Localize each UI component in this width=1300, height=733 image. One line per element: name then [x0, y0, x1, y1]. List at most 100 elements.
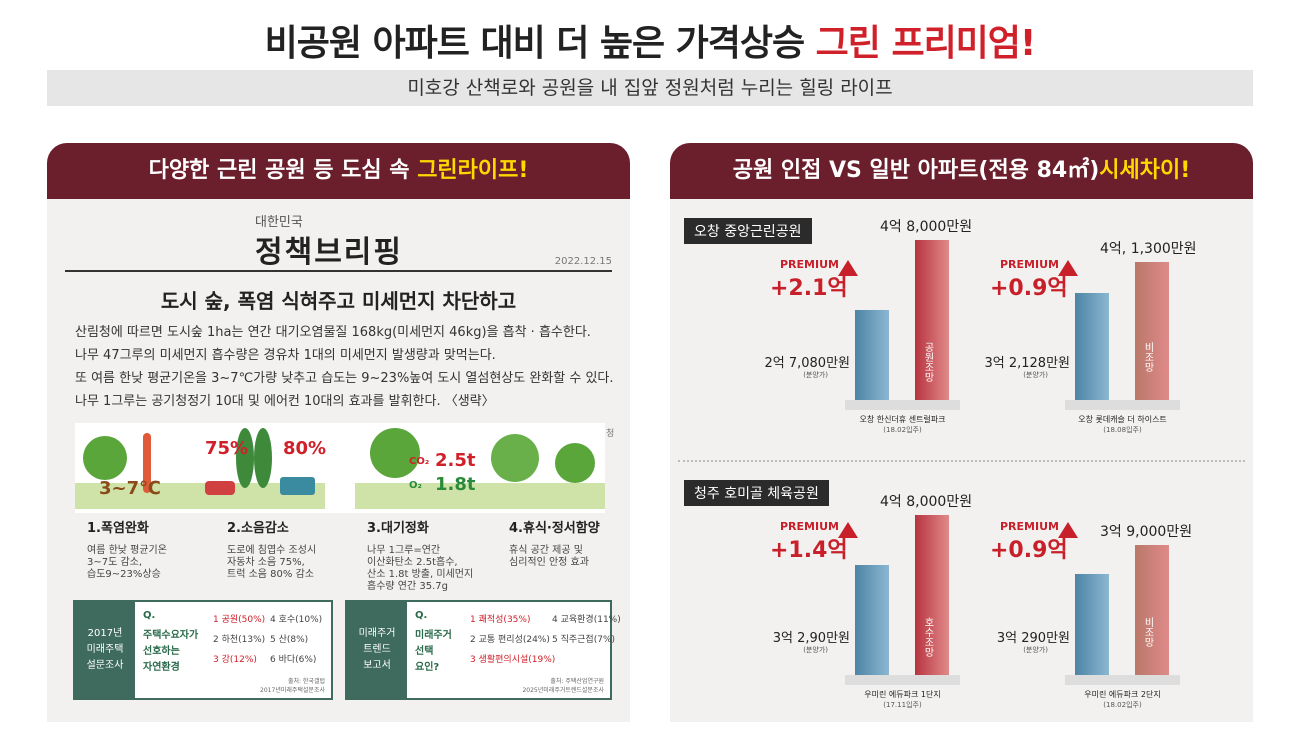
illustration [75, 423, 605, 513]
premium-arrow [838, 522, 858, 538]
premium-value: +0.9억 [990, 538, 1068, 563]
right-panel: 공원 인접 VS 일반 아파트(전용 84㎡)시세차이! 오창 중앙근린공원 PR… [670, 143, 1253, 722]
high-label: 4억, 1,300만원 [1100, 241, 1197, 258]
survey-answer: 2 교통 편리성(24%) [470, 635, 550, 645]
caption: 우미린 에듀파크 2단지 [1084, 690, 1161, 699]
survey-answer: 1 쾌적성(35%) [470, 615, 531, 625]
item-line: 자동차 소음 75%, [227, 557, 305, 568]
illustration-label: CO₂ [409, 456, 430, 467]
item-title: 2.소음감소 [227, 521, 289, 536]
low-note: (분양가) [803, 371, 828, 379]
low-label: 3억 2,128만원 [984, 356, 1071, 371]
low-label: 3억 290만원 [996, 631, 1070, 646]
paragraph: 나무 1그루는 공기청정기 10대 및 에어컨 10대의 효과를 발휘한다. 〈… [75, 394, 495, 409]
car [205, 481, 235, 495]
high-tag: 공원조망 [922, 342, 933, 382]
tree [555, 443, 595, 483]
survey-label-line: 2017년 [87, 628, 123, 639]
illustration-label: 1.8t [435, 474, 476, 495]
item-line: 휴식 공간 제공 및 [509, 545, 583, 556]
caption-date: (17.11입주) [883, 701, 922, 709]
survey-question: 선택 [415, 646, 434, 657]
tree [83, 436, 127, 480]
item-title: 1.폭염완화 [87, 521, 149, 536]
survey-answer: 4 호수(10%) [270, 615, 323, 625]
divider [678, 460, 1245, 462]
section-tag: 청주 호미골 체육공원 [684, 480, 829, 506]
date: 2022.12.15 [554, 256, 612, 267]
survey-source: 2025년미래주거트렌드설문조사 [522, 687, 604, 694]
heading-main: 공원 인접 VS 일반 아파트(전용 84㎡) [732, 158, 1100, 183]
premium-arrow [1058, 260, 1078, 276]
tree [370, 428, 420, 478]
survey-box: 2017년 미래주택 설문조사 Q. 주택수요자가 선호하는 자연환경 1 공원(50%) 4 … [73, 600, 333, 700]
survey-question: 주택수요자가 [143, 630, 199, 641]
item-line: 이산화탄소 2.5t흡수, [367, 557, 458, 568]
premium-value: +1.4억 [770, 538, 848, 563]
survey-answer: 3 강(12%) [213, 655, 257, 665]
item-title: 4.휴식·정서함양 [509, 521, 600, 536]
rule [65, 270, 612, 272]
premium-value: +2.1억 [770, 276, 848, 301]
caption: 우미린 에듀파크 1단지 [864, 690, 941, 699]
base-block [1065, 400, 1180, 410]
illustration-label: 80% [283, 438, 327, 459]
high-tag: 비조망 [1142, 342, 1153, 372]
section-tag: 오창 중앙근린공원 [684, 218, 812, 244]
caption-date: (18.02입주) [1103, 701, 1142, 709]
title-main: 비공원 아파트 대비 더 높은 가격상승 [264, 23, 805, 64]
illustration-label: 3~7℃ [99, 478, 161, 499]
survey-label-line: 트렌드 [363, 644, 391, 655]
illustration-label: 2.5t [435, 450, 476, 471]
paragraph: 산림청에 따르면 도시숲 1ha는 연간 대기오염물질 168kg(미세먼지 4… [75, 325, 591, 340]
page-title: 비공원 아파트 대비 더 높은 가격상승 그린 프리미엄! [0, 14, 1300, 66]
premium-label: PREMIUM [780, 520, 839, 533]
left-panel: 다양한 근린 공원 등 도심 속 그린라이프! 대한민국 정책브리핑 2022.… [47, 143, 630, 722]
survey-answer: 6 바다(6%) [270, 655, 317, 665]
item-line: 도로에 침엽수 조성시 [227, 545, 317, 556]
caption-date: (18.08입주) [1103, 426, 1142, 434]
survey-answer: 1 공원(50%) [213, 615, 266, 625]
survey-box: 미래주거 트렌드 보고서 Q. 미래주거 선택 요인? 1 쾌적성(35%) 4 교육환경(11… [345, 600, 621, 700]
high-label: 4억 8,000만원 [880, 494, 973, 510]
low-label: 2억 7,080만원 [764, 356, 851, 371]
premium-label: PREMIUM [780, 258, 839, 271]
survey-question: 선호하는 [143, 646, 180, 657]
left-heading: 다양한 근린 공원 등 도심 속 그린라이프! [47, 143, 630, 199]
low-note: (분양가) [1023, 646, 1048, 654]
survey-answer: 4 교육환경(11%) [552, 615, 621, 625]
high-tag: 비조망 [1142, 617, 1153, 647]
heading-main: 다양한 근린 공원 등 도심 속 [148, 158, 410, 183]
item-line: 여름 한낮 평균기온 [87, 545, 167, 556]
truck [280, 477, 315, 495]
premium-value: +0.9억 [990, 276, 1068, 301]
survey-source: 출처: 한국갤럽 [287, 678, 325, 685]
item-line: 산소 1.8t 방출, 미세먼지 [367, 569, 474, 580]
premium-arrow [1058, 522, 1078, 538]
base-block [1065, 675, 1180, 685]
survey-source: 출처: 주택산업연구원 [550, 678, 604, 685]
low-bar [1075, 574, 1109, 675]
survey-label: 2017년 미래주택 설문조사 [75, 602, 135, 698]
premium-label: PREMIUM [1000, 258, 1059, 271]
illustration-label: O₂ [409, 480, 422, 491]
premium-label: PREMIUM [1000, 520, 1059, 533]
survey-label-line: 미래주택 [86, 644, 124, 655]
paragraph: 또 여름 한낮 평균기온을 3~7℃가량 낮추고 습도는 9~23%높여 도시 … [75, 371, 614, 386]
survey-question: 미래주거 [415, 630, 452, 641]
high-bar [1135, 262, 1169, 400]
survey-question: Q. [415, 610, 428, 621]
low-note: (분양가) [803, 646, 828, 654]
item-title: 3.대기정화 [367, 521, 429, 536]
tree [491, 434, 539, 482]
paragraph: 나무 47그루의 미세먼지 흡수량은 경유차 1대의 미세먼지 발생량과 맞먹는… [75, 348, 496, 363]
survey-question: Q. [143, 610, 156, 621]
survey-question: 요인? [415, 662, 440, 673]
high-bar [915, 515, 949, 675]
high-label: 4억 8,000만원 [880, 219, 973, 235]
right-heading: 공원 인접 VS 일반 아파트(전용 84㎡)시세차이! [670, 143, 1253, 199]
tree [254, 428, 272, 488]
survey-answer: 5 직주근접(7%) [552, 635, 616, 645]
thermometer [143, 433, 151, 493]
